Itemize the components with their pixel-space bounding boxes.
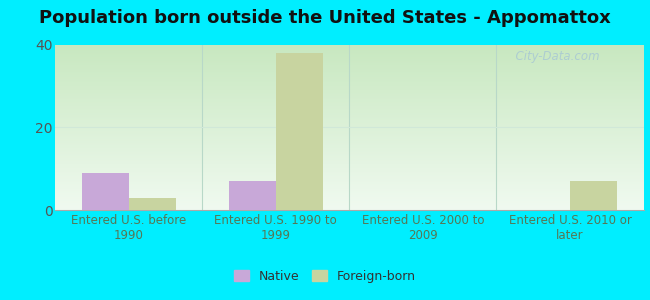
Legend: Native, Foreign-born: Native, Foreign-born — [229, 265, 421, 288]
Text: City-Data.com: City-Data.com — [508, 50, 600, 63]
Bar — [570, 181, 617, 210]
Text: Population born outside the United States - Appomattox: Population born outside the United State… — [39, 9, 611, 27]
Bar — [129, 198, 176, 210]
Bar — [229, 181, 276, 210]
Bar — [276, 53, 323, 210]
Bar — [82, 173, 129, 210]
